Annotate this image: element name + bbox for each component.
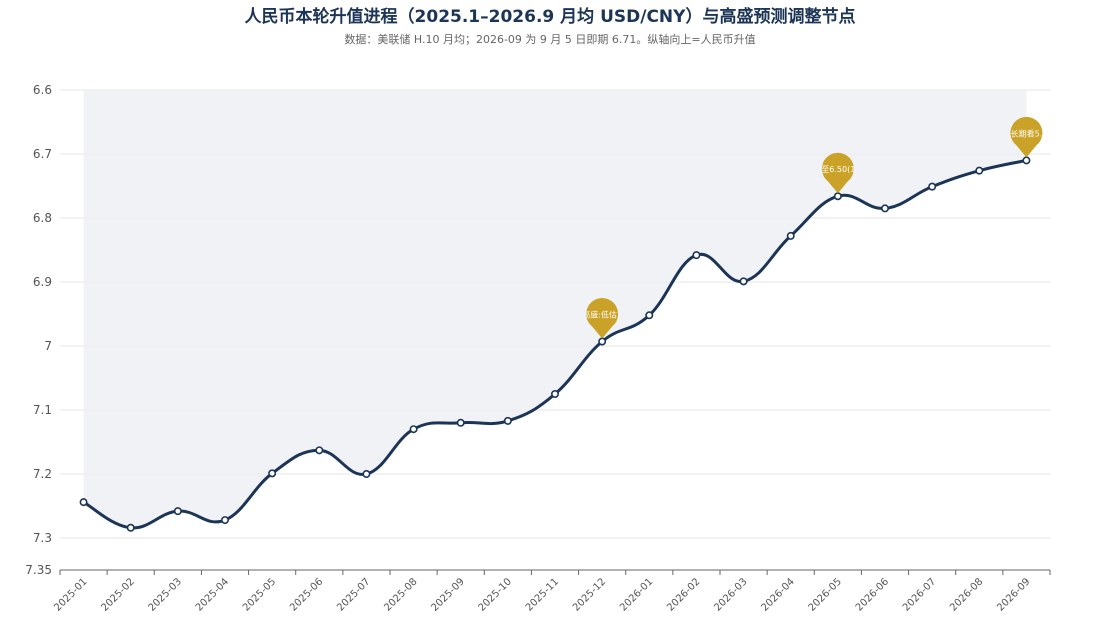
- chart-subtitle: 数据：美联储 H.10 月均；2026-09 为 9 月 5 日即期 6.71。…: [344, 33, 756, 46]
- data-point: [550, 389, 559, 398]
- x-tick-label: 2025-10: [477, 576, 514, 613]
- series-line: [82, 158, 1027, 530]
- y-tick-label: 6.8: [33, 211, 52, 225]
- data-point: [880, 204, 889, 213]
- annotation-pin: 长期看5.: [1010, 116, 1043, 158]
- x-tick-label: 2025-01: [52, 576, 89, 613]
- data-point: [126, 523, 135, 532]
- data-point: [645, 311, 654, 320]
- x-tick-label: 2025-12: [571, 576, 608, 613]
- shaded-area: [83, 90, 1027, 528]
- x-tick-label: 2026-01: [618, 576, 655, 613]
- y-tick-label: 7.2: [33, 467, 52, 481]
- x-tick-label: 2025-11: [524, 576, 561, 613]
- x-tick-label: 2025-03: [147, 576, 184, 613]
- x-tick-label: 2025-06: [288, 576, 325, 613]
- x-tick-label: 2026-02: [665, 576, 702, 613]
- data-point: [79, 498, 88, 507]
- data-point: [692, 251, 701, 260]
- y-tick-label: 6.6: [33, 83, 52, 97]
- x-tick-label: 2025-09: [430, 576, 467, 613]
- data-point: [786, 231, 795, 240]
- y-tick-label: 6.9: [33, 275, 52, 289]
- x-tick-label: 2026-07: [901, 576, 938, 613]
- annotation-pin: 高盛:低估2: [582, 298, 622, 339]
- annotation-pin: 上调至6.50(12M): [805, 152, 870, 194]
- x-tick-label: 2025-04: [194, 576, 231, 613]
- y-tick-label: 7: [44, 339, 52, 353]
- data-point: [1022, 156, 1031, 165]
- x-tick-label: 2025-02: [100, 576, 137, 613]
- pin-marker: [1010, 116, 1043, 158]
- x-tick-label: 2025-05: [241, 576, 278, 613]
- data-points: [79, 156, 1031, 532]
- data-point: [928, 182, 937, 191]
- pin-marker: [586, 298, 619, 339]
- y-tick-label: 7.3: [33, 531, 52, 545]
- pin-label: 上调至6.50(12M): [805, 165, 870, 174]
- x-tick-label: 2026-06: [854, 576, 891, 613]
- y-tick-label: 7.35: [25, 563, 52, 577]
- pin-label: 高盛:低估2: [582, 310, 622, 320]
- x-tick-label: 2026-08: [948, 576, 985, 613]
- data-point: [315, 446, 324, 455]
- pin-marker: [821, 152, 854, 194]
- x-tick-label: 2026-03: [712, 576, 749, 613]
- chart-title: 人民币本轮升值进程（2025.1–2026.9 月均 USD/CNY）与高盛预测…: [244, 7, 856, 27]
- data-point: [456, 418, 465, 427]
- pin-label: 长期看5.: [1011, 128, 1043, 138]
- data-point: [503, 416, 512, 425]
- y-tick-label: 7.1: [33, 403, 52, 417]
- x-tick-label: 2026-05: [807, 576, 844, 613]
- data-point: [221, 516, 230, 525]
- x-tick-label: 2025-08: [382, 576, 419, 613]
- data-point: [268, 469, 277, 478]
- y-tick-label: 6.7: [33, 147, 52, 161]
- data-point: [975, 166, 984, 175]
- x-tick-label: 2026-04: [760, 576, 797, 613]
- data-point: [598, 337, 607, 346]
- data-point: [833, 192, 842, 201]
- data-point: [739, 277, 748, 286]
- x-tick-label: 2026-09: [995, 576, 1032, 613]
- x-tick-label: 2025-07: [335, 576, 372, 613]
- annotation-pins: 高盛:低估2 上调至6.50(12M) 长期看5.: [582, 116, 1043, 339]
- data-point: [409, 425, 418, 434]
- data-point: [173, 507, 182, 516]
- data-point: [362, 469, 371, 478]
